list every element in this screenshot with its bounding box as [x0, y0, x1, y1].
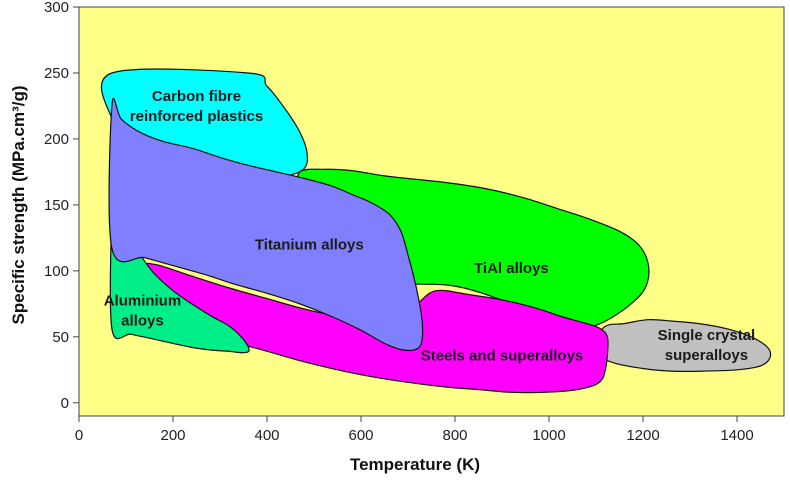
- region-label: Single crystal: [658, 327, 756, 344]
- region-label: superalloys: [665, 347, 748, 364]
- y-tick-label: 0: [61, 395, 69, 412]
- region-label: Carbon fibre: [152, 88, 241, 105]
- y-tick-label: 150: [44, 197, 69, 214]
- x-axis: 0 200 400 600 800 1000 1200 1400: [75, 416, 754, 444]
- x-axis-title: Temperature (K): [350, 455, 480, 474]
- region-label: Steels and superalloys: [421, 347, 584, 364]
- y-tick-label: 100: [44, 263, 69, 280]
- y-tick-label: 200: [44, 131, 69, 148]
- regions-layer: [100, 68, 772, 394]
- y-axis: 0 50 100 150 200 250 300: [44, 0, 79, 412]
- region-labels-layer: Carbon fibre reinforced plastics TiAl allo…: [104, 88, 756, 364]
- x-tick-label: 1400: [720, 427, 753, 444]
- x-tick-label: 1000: [532, 427, 565, 444]
- region-label: reinforced plastics: [130, 108, 263, 125]
- x-tick-label: 0: [75, 427, 83, 444]
- x-tick-label: 400: [254, 427, 279, 444]
- region-label: alloys: [121, 312, 164, 329]
- y-tick-label: 250: [44, 65, 69, 82]
- region-single-crystal-superalloys: [592, 318, 772, 372]
- x-tick-label: 1200: [626, 427, 659, 444]
- plot-frame: [78, 6, 785, 417]
- x-tick-label: 200: [160, 427, 185, 444]
- x-tick-label: 800: [442, 427, 467, 444]
- y-tick-label: 50: [52, 329, 69, 346]
- region-label: TiAl alloys: [474, 260, 549, 277]
- region-label: Aluminium: [104, 292, 182, 309]
- y-tick-label: 300: [44, 0, 69, 16]
- region-titanium-alloys: [108, 97, 424, 352]
- y-axis-title: Specific strength (MPa.cm³/g): [9, 86, 28, 325]
- x-tick-label: 600: [348, 427, 373, 444]
- region-label: Titanium alloys: [255, 236, 364, 253]
